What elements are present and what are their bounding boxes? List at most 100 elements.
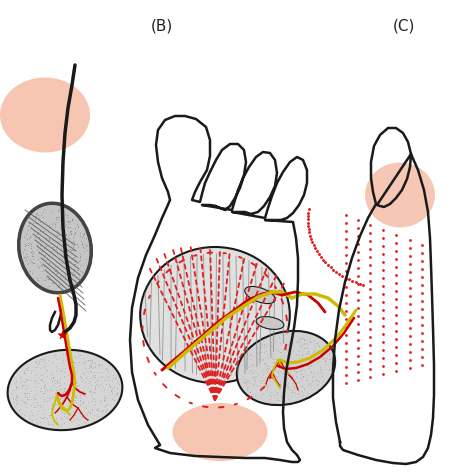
Point: [251, 376, 259, 383]
Point: [41, 380, 49, 388]
Point: [293, 358, 301, 365]
Point: [44, 419, 52, 426]
Point: [300, 366, 308, 374]
Point: [27, 257, 35, 264]
Ellipse shape: [18, 203, 91, 293]
Point: [31, 371, 39, 378]
Point: [273, 379, 281, 386]
Point: [315, 369, 322, 377]
Point: [264, 364, 271, 372]
Point: [289, 371, 297, 378]
Point: [82, 364, 89, 372]
Point: [289, 379, 297, 387]
Point: [39, 254, 47, 262]
Point: [74, 222, 82, 229]
Point: [74, 266, 82, 274]
Point: [295, 354, 302, 362]
Point: [320, 344, 328, 351]
Point: [308, 351, 315, 359]
Point: [55, 206, 62, 213]
Point: [32, 215, 39, 222]
Point: [71, 397, 79, 404]
Point: [100, 396, 108, 403]
Point: [302, 376, 310, 384]
Point: [51, 401, 59, 408]
Point: [32, 386, 40, 394]
Point: [299, 372, 306, 380]
Point: [32, 358, 40, 365]
Point: [24, 222, 31, 229]
Point: [33, 261, 40, 268]
Point: [276, 359, 284, 366]
Point: [39, 415, 47, 422]
Point: [79, 391, 86, 398]
Point: [100, 385, 108, 393]
Point: [317, 368, 325, 376]
Point: [75, 407, 82, 414]
Point: [290, 363, 298, 370]
Point: [97, 373, 105, 381]
Point: [36, 387, 44, 394]
Point: [69, 368, 76, 376]
Point: [296, 368, 303, 375]
Point: [26, 232, 34, 240]
Point: [77, 256, 84, 264]
Point: [41, 230, 48, 238]
Point: [30, 391, 38, 399]
Point: [25, 226, 32, 234]
Point: [264, 350, 271, 357]
Point: [88, 362, 95, 370]
Point: [103, 372, 110, 380]
Point: [306, 353, 314, 361]
Point: [29, 248, 37, 255]
Point: [24, 366, 32, 374]
Point: [53, 367, 60, 374]
Point: [316, 366, 324, 374]
Point: [58, 405, 65, 412]
Point: [26, 239, 34, 246]
Point: [21, 366, 28, 374]
Point: [40, 263, 47, 270]
Point: [64, 217, 72, 225]
Point: [23, 389, 31, 396]
Point: [256, 346, 264, 353]
Point: [26, 267, 34, 274]
Point: [57, 403, 65, 411]
Point: [294, 351, 302, 358]
Point: [267, 337, 275, 345]
Point: [106, 383, 113, 390]
Point: [82, 404, 90, 412]
Point: [108, 377, 116, 384]
Point: [38, 261, 46, 269]
Point: [46, 275, 53, 283]
Point: [22, 364, 30, 372]
Point: [32, 378, 40, 386]
Point: [91, 401, 99, 408]
Point: [84, 356, 91, 364]
Point: [12, 378, 19, 385]
Point: [71, 266, 78, 274]
Point: [53, 231, 60, 239]
Point: [283, 383, 291, 391]
Point: [55, 354, 63, 361]
Point: [297, 371, 304, 378]
Point: [69, 381, 76, 388]
Point: [246, 388, 254, 396]
Point: [50, 417, 58, 425]
Point: [68, 271, 76, 279]
Point: [79, 244, 87, 251]
Point: [38, 267, 46, 275]
Point: [67, 246, 74, 254]
Point: [20, 411, 27, 419]
Point: [31, 228, 38, 235]
Point: [46, 411, 54, 419]
Point: [82, 255, 90, 263]
Point: [55, 379, 63, 387]
Point: [316, 377, 323, 385]
Point: [240, 379, 248, 386]
Point: [53, 213, 60, 221]
Point: [12, 383, 20, 391]
Point: [243, 385, 251, 392]
Point: [10, 380, 18, 387]
Point: [294, 384, 302, 392]
